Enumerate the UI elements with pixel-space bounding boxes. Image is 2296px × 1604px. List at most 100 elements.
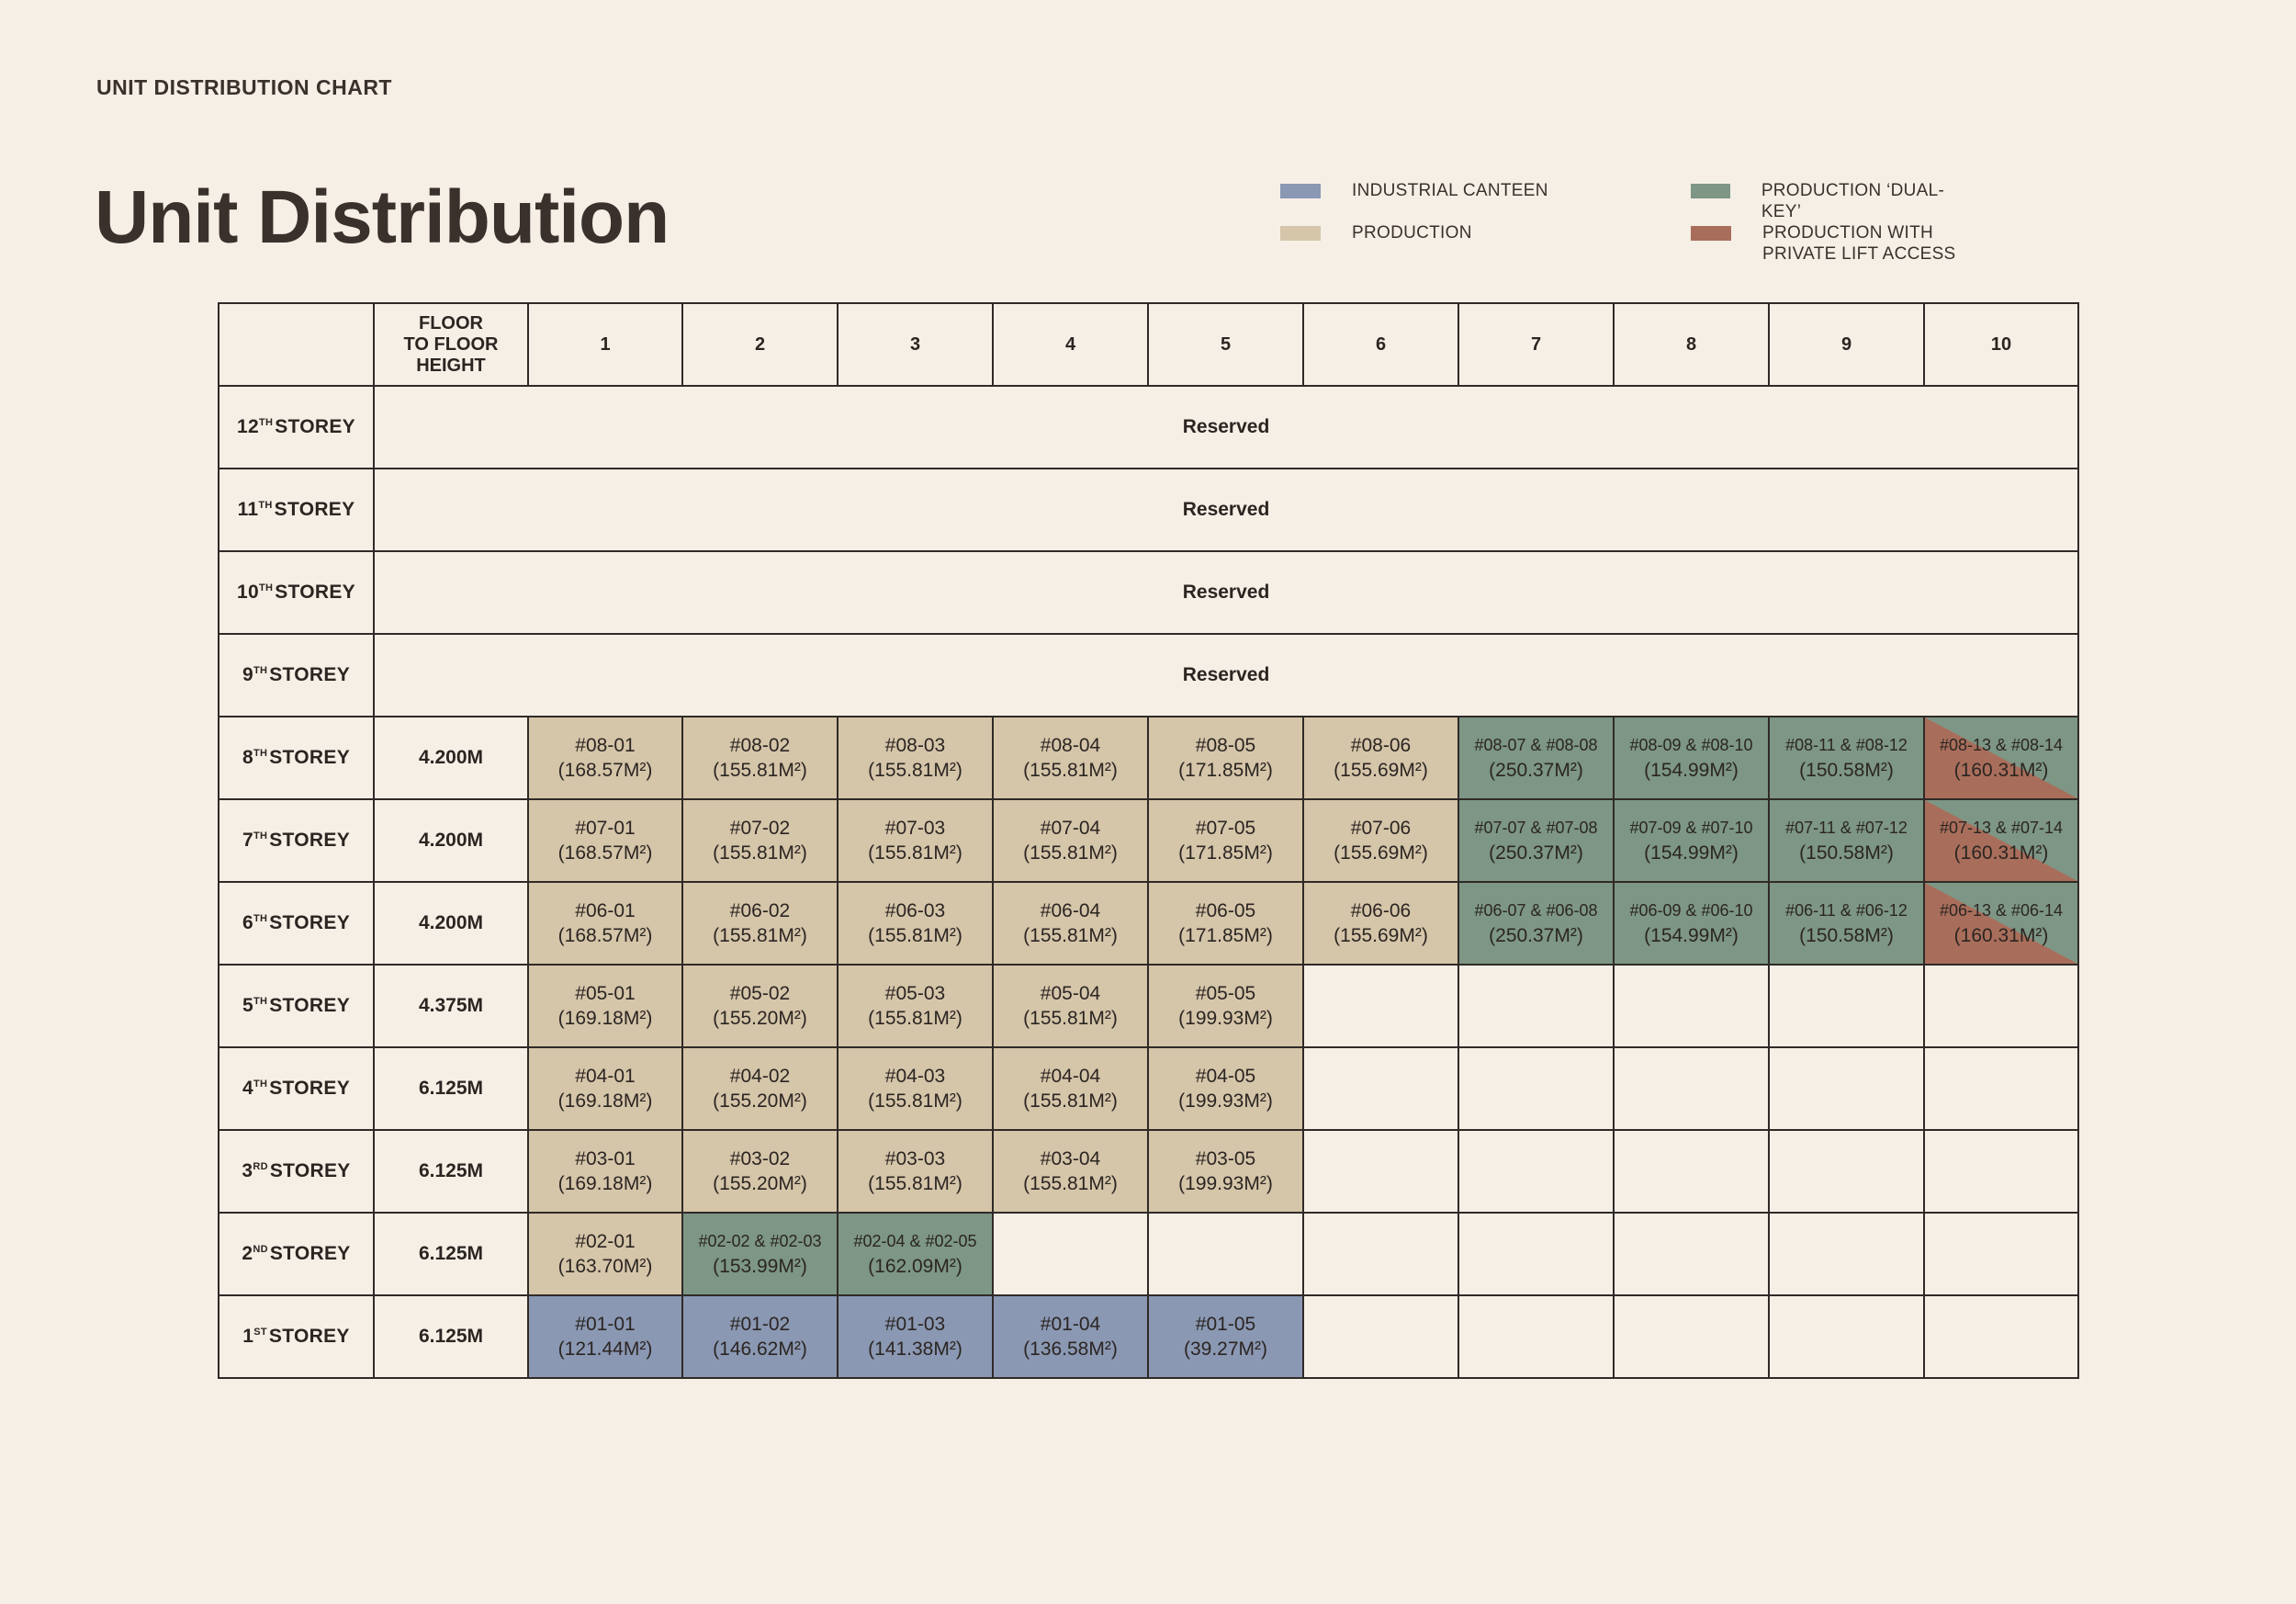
unit-code: #07-01 [575,818,636,839]
unit-cell: #04-03 (155.81M²) [837,1046,994,1131]
unit-area: (163.70M²) [557,1256,653,1277]
unit-code: #05-04 [1040,983,1101,1004]
unit-area: (155.81M²) [713,842,807,864]
unit-cell: #06-13 & #06-14 (160.31M²) [1923,881,2079,966]
unit-area: (171.85M²) [1178,925,1273,946]
table-row: 8THSTOREY 4.200M #08-01 (168.57M²) #08-02 (15… [218,716,2079,800]
empty-cell [1302,1129,1459,1214]
unit-area: (169.18M²) [557,1090,653,1112]
unit-area: (155.81M²) [713,925,807,946]
unit-code: #07-02 [729,818,791,839]
unit-code: #02-01 [575,1231,636,1252]
storey-suffix: TH [253,996,268,1007]
unit-area: (150.58M²) [1799,760,1894,781]
column-header: 5 [1147,302,1304,387]
unit-area: (121.44M²) [557,1339,653,1360]
storey-number: 3 [242,1160,253,1181]
storey-number: 5 [242,995,253,1016]
empty-cell [1923,964,2079,1048]
unit-cell: #07-05 (171.85M²) [1147,798,1304,883]
storey-word: STOREY [269,1243,351,1264]
unit-cell: #07-07 & #07-08 (250.37M²) [1458,798,1615,883]
unit-code: #03-03 [884,1148,946,1169]
unit-area: (155.20M²) [713,1173,807,1194]
table-body: 12THSTOREY Reserved 11THSTOREY Reserved 10TH… [218,385,2079,1379]
empty-cell [1613,1046,1770,1131]
unit-code: #07-05 [1195,818,1256,839]
unit-cell: #06-03 (155.81M²) [837,881,994,966]
storey-word: STOREY [269,912,351,933]
empty-cell [1923,1212,2079,1296]
storey-number: 8 [242,747,253,768]
storey-label: 2NDSTOREY [218,1212,375,1296]
unit-cell: #08-05 (171.85M²) [1147,716,1304,800]
empty-cell [1768,964,1925,1048]
unit-area: (150.58M²) [1799,925,1894,946]
legend-swatch-private-lift [1691,226,1731,241]
unit-code: #05-05 [1195,983,1256,1004]
unit-distribution-table: FLOOR TO FLOOR HEIGHT 1 2 3 4 5 6 7 8 9 … [218,302,2079,1379]
unit-area: (155.81M²) [868,1173,962,1194]
empty-cell [1458,964,1615,1048]
unit-area: (146.62M²) [713,1339,807,1360]
unit-cell: #05-05 (199.93M²) [1147,964,1304,1048]
unit-cell: #08-04 (155.81M²) [992,716,1149,800]
unit-code: #05-03 [884,983,946,1004]
unit-cell: #04-05 (199.93M²) [1147,1046,1304,1131]
storey-suffix: TH [253,748,268,759]
unit-code: #06-01 [575,900,636,921]
unit-code: #06-02 [729,900,791,921]
storey-label: 3RDSTOREY [218,1129,375,1214]
empty-cell [1302,1212,1459,1296]
unit-area: (199.93M²) [1178,1173,1273,1194]
unit-cell: #05-04 (155.81M²) [992,964,1149,1048]
unit-code: #01-02 [729,1314,791,1335]
storey-suffix: ND [253,1244,268,1255]
legend-label: PRODUCTION [1352,223,1472,243]
column-header: 2 [681,302,838,387]
unit-code: #01-01 [575,1314,636,1335]
unit-code: #03-04 [1040,1148,1101,1169]
empty-cell [1768,1046,1925,1131]
unit-code: #08-03 [884,735,946,756]
table-row: 12THSTOREY Reserved [218,385,2079,469]
table-row: 6THSTOREY 4.200M #06-01 (168.57M²) #06-02 (15… [218,881,2079,966]
unit-area: (155.81M²) [1023,925,1118,946]
unit-cell: #07-09 & #07-10 (154.99M²) [1613,798,1770,883]
unit-cell: #07-04 (155.81M²) [992,798,1149,883]
unit-cell: #06-01 (168.57M²) [527,881,683,966]
unit-code: #08-04 [1040,735,1101,756]
storey-label: 10THSTOREY [218,550,375,635]
empty-cell [1768,1212,1925,1296]
floor-height: 4.200M [373,716,529,800]
reserved-cell: Reserved [373,385,2079,469]
column-header: 4 [992,302,1149,387]
unit-cell: #07-11 & #07-12 (150.58M²) [1768,798,1925,883]
unit-cell: #08-09 & #08-10 (154.99M²) [1613,716,1770,800]
storey-word: STOREY [269,995,351,1016]
legend-item-canteen: INDUSTRIAL CANTEEN [1280,180,1548,201]
unit-area: (168.57M²) [557,760,653,781]
storey-label: 1STSTOREY [218,1294,375,1379]
unit-area: (150.58M²) [1799,842,1894,864]
table-row: 11THSTOREY Reserved [218,468,2079,552]
unit-cell: #08-11 & #08-12 (150.58M²) [1768,716,1925,800]
reserved-cell: Reserved [373,550,2079,635]
unit-area: (155.20M²) [713,1008,807,1029]
unit-cell: #05-03 (155.81M²) [837,964,994,1048]
unit-area: (155.81M²) [1023,1008,1118,1029]
storey-number: 12 [236,416,259,437]
legend-item-dual-key: PRODUCTION ‘DUAL-KEY’ [1691,180,1978,222]
column-header: 3 [837,302,994,387]
unit-code: #06-11 & #06-12 [1785,901,1908,920]
storey-number: 4 [242,1078,253,1099]
unit-cell: #02-04 & #02-05 (162.09M²) [837,1212,994,1296]
page-title: Unit Distribution [95,175,670,259]
unit-code: #02-04 & #02-05 [853,1232,977,1250]
unit-area: (160.31M²) [1953,760,2049,781]
unit-code: #07-13 & #07-14 [1939,819,2064,837]
unit-area: (153.99M²) [713,1256,807,1277]
unit-code: #08-07 & #08-08 [1474,736,1598,754]
empty-cell [1458,1129,1615,1214]
unit-area: (136.58M²) [1023,1339,1118,1360]
